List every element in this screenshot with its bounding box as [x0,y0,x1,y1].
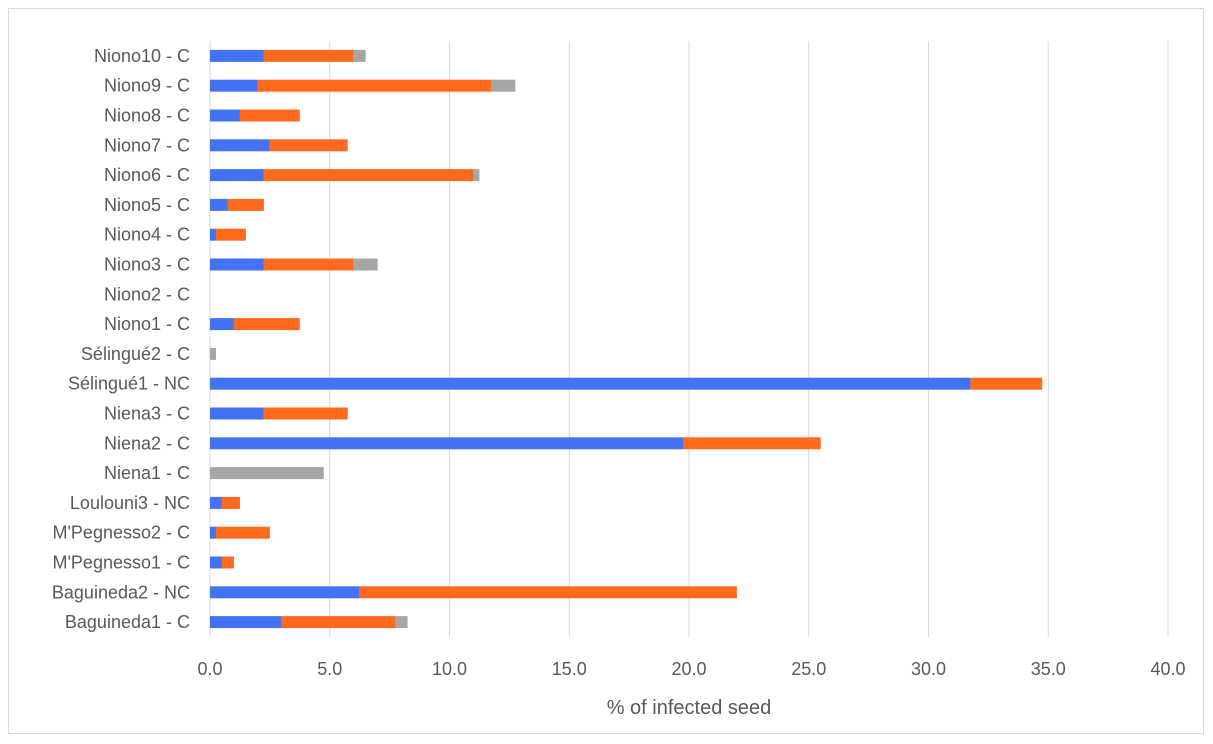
category-label: Niono4 - C [104,225,190,245]
category-labels: Baguineda1 - C Baguineda2 - NC M'Pegnesso1… [52,46,190,632]
category-label: Niono10 - C [94,46,190,66]
bar-segment [210,437,684,450]
category-label: Niono9 - C [104,76,190,96]
bar-segment [263,169,474,182]
category-label: Sélingué2 - C [81,344,190,364]
x-axis-title: % of infected seed [607,697,772,719]
x-tick-label: 5.0 [317,659,342,679]
bars [210,49,1043,629]
category-label: Baguineda1 - C [65,612,190,632]
category-label: Niono6 - C [104,165,190,185]
bar-segment [210,49,264,62]
bar-segment [281,616,396,629]
bar-segment [215,228,246,241]
x-tick-label: 20.0 [671,659,706,679]
bar-segment [210,109,240,122]
bar-segment [210,347,216,360]
bar-segment [221,556,234,569]
bar-segment [359,586,737,599]
category-label: Baguineda2 - NC [52,582,190,602]
x-tick-label: 40.0 [1150,659,1185,679]
bar-segment [210,407,264,420]
bar-segment [210,79,258,92]
x-tick-label: 10.0 [432,659,467,679]
x-tick-label: 25.0 [791,659,826,679]
category-label: Niena1 - C [104,463,190,483]
bar-chart: Baguineda1 - C Baguineda2 - NC M'Pegnesso1… [52,41,1186,719]
category-label: Loulouni3 - NC [70,493,190,513]
bar-segment [210,586,360,599]
bar-segment [263,258,354,271]
gridlines [209,41,1169,637]
category-label: Niena3 - C [104,404,190,424]
bar-segment [210,616,282,629]
bar-segment [970,377,1043,390]
bar-segment [269,139,348,152]
bar-segment [210,496,222,509]
bar-segment [263,407,348,420]
bar-segment [210,228,216,241]
chart-area: Baguineda1 - C Baguineda2 - NC M'Pegnesso1… [8,8,1204,734]
bar-segment [227,198,264,211]
category-label: Niono2 - C [104,284,190,304]
bar-segment [491,79,516,92]
category-label: Niono1 - C [104,314,190,334]
x-tick-label: 30.0 [911,659,946,679]
bar-segment [210,318,234,331]
bar-segment [257,79,492,92]
bar-segment [473,169,480,182]
x-tick-label: 0.0 [197,659,222,679]
bar-segment [215,526,270,539]
bar-segment [353,49,366,62]
bar-segment [683,437,821,450]
bar-segment [210,556,222,569]
x-tick-labels: 0.0 5.0 10.0 15.0 20.0 25.0 30.0 35.0 40.0 [197,659,1185,679]
category-label: Niono8 - C [104,106,190,126]
category-label: Sélingué1 - NC [68,374,190,394]
category-label: M'Pegnesso1 - C [53,553,191,573]
bar-segment [210,258,264,271]
bar-segment [263,49,354,62]
bar-segment [210,526,216,539]
category-label: M'Pegnesso2 - C [53,523,191,543]
x-tick-label: 15.0 [552,659,587,679]
category-label: Niono5 - C [104,195,190,215]
category-label: Niono3 - C [104,255,190,275]
x-tick-label: 35.0 [1031,659,1066,679]
bar-segment [210,169,264,182]
bar-segment [210,377,971,390]
bar-segment [239,109,300,122]
bar-segment [210,467,324,480]
bar-segment [233,318,300,331]
bar-segment [210,198,228,211]
bar-segment [210,139,270,152]
category-label: Niena2 - C [104,433,190,453]
bar-segment [221,496,240,509]
category-label: Niono7 - C [104,135,190,155]
bar-segment [395,616,408,629]
bar-segment [353,258,378,271]
